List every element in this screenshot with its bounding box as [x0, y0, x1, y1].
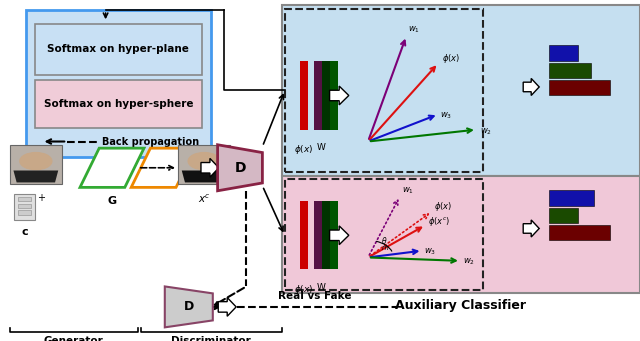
- Circle shape: [20, 152, 52, 169]
- Text: $\theta$: $\theta$: [381, 236, 387, 247]
- Text: G: G: [108, 196, 116, 206]
- Polygon shape: [131, 148, 195, 188]
- FancyBboxPatch shape: [549, 80, 610, 95]
- FancyBboxPatch shape: [18, 210, 31, 215]
- Text: Real vs Fake: Real vs Fake: [278, 291, 355, 301]
- FancyBboxPatch shape: [10, 145, 62, 184]
- Text: $\phi(x)$: $\phi(x)$: [294, 283, 314, 296]
- FancyBboxPatch shape: [14, 194, 35, 220]
- Text: $w_1$: $w_1$: [408, 24, 420, 35]
- Polygon shape: [330, 226, 349, 245]
- Polygon shape: [165, 286, 212, 327]
- Text: $w_1$: $w_1$: [402, 186, 414, 196]
- Text: +: +: [37, 193, 45, 203]
- Text: $x^c$: $x^c$: [198, 193, 211, 205]
- FancyBboxPatch shape: [178, 145, 230, 184]
- Text: Softmax on hyper-sphere: Softmax on hyper-sphere: [44, 99, 193, 109]
- Polygon shape: [218, 297, 236, 316]
- FancyBboxPatch shape: [549, 208, 578, 223]
- Polygon shape: [330, 86, 349, 105]
- Text: Softmax on hyper-plane: Softmax on hyper-plane: [47, 44, 189, 55]
- FancyBboxPatch shape: [549, 45, 578, 61]
- FancyBboxPatch shape: [330, 61, 338, 130]
- FancyBboxPatch shape: [300, 201, 308, 269]
- Text: Generator: Generator: [44, 336, 104, 341]
- FancyBboxPatch shape: [282, 5, 640, 176]
- FancyBboxPatch shape: [26, 10, 211, 157]
- Text: D: D: [234, 161, 246, 175]
- Text: m: m: [382, 245, 389, 251]
- Text: Back propagation: Back propagation: [102, 136, 200, 147]
- FancyBboxPatch shape: [18, 204, 31, 208]
- Text: W: W: [317, 283, 326, 292]
- FancyBboxPatch shape: [549, 225, 610, 240]
- Text: $w_2$: $w_2$: [480, 127, 492, 137]
- Polygon shape: [182, 170, 227, 182]
- Polygon shape: [218, 145, 262, 191]
- FancyBboxPatch shape: [35, 80, 202, 128]
- Text: D: D: [184, 300, 194, 313]
- FancyBboxPatch shape: [35, 24, 202, 75]
- Polygon shape: [13, 170, 58, 182]
- Text: x: x: [26, 193, 33, 203]
- FancyBboxPatch shape: [323, 201, 330, 269]
- Text: Auxiliary Classifier: Auxiliary Classifier: [396, 299, 526, 312]
- Text: $w_2$: $w_2$: [463, 256, 475, 267]
- Text: $w_3$: $w_3$: [440, 110, 452, 121]
- Text: $\phi(x)$: $\phi(x)$: [442, 53, 460, 65]
- FancyBboxPatch shape: [549, 63, 591, 78]
- FancyBboxPatch shape: [314, 61, 322, 130]
- Circle shape: [188, 152, 220, 169]
- FancyBboxPatch shape: [330, 201, 338, 269]
- Polygon shape: [201, 158, 219, 177]
- Polygon shape: [524, 78, 539, 95]
- Text: W: W: [317, 143, 326, 152]
- Text: Discriminator: Discriminator: [172, 336, 251, 341]
- FancyBboxPatch shape: [323, 61, 330, 130]
- Text: $\phi(x^c)$: $\phi(x^c)$: [428, 216, 450, 228]
- Polygon shape: [524, 220, 539, 237]
- Text: $\phi(x)$: $\phi(x)$: [294, 143, 314, 156]
- Text: $w_3$: $w_3$: [424, 246, 436, 256]
- FancyBboxPatch shape: [282, 176, 640, 293]
- Text: c: c: [21, 227, 28, 237]
- FancyBboxPatch shape: [300, 61, 308, 130]
- FancyBboxPatch shape: [314, 201, 322, 269]
- FancyBboxPatch shape: [18, 197, 31, 201]
- Polygon shape: [80, 148, 144, 188]
- Text: $\phi(x)$: $\phi(x)$: [434, 201, 452, 213]
- FancyBboxPatch shape: [549, 190, 594, 206]
